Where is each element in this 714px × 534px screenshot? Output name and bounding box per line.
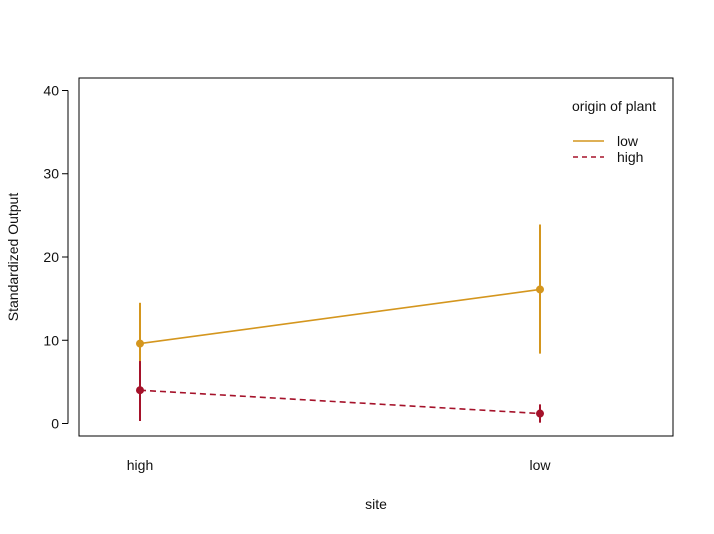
y-tick-label-0: 0 xyxy=(51,416,59,432)
y-axis: 0 10 20 30 40 xyxy=(43,82,69,432)
y-tick-label-1: 10 xyxy=(43,332,59,348)
y-tick-label-2: 20 xyxy=(43,249,59,265)
legend-label-low: low xyxy=(617,133,639,149)
series-high xyxy=(136,361,544,423)
y-axis-label: Standardized Output xyxy=(5,193,21,322)
series-low xyxy=(136,224,544,384)
x-tick-label-1: low xyxy=(529,457,551,473)
data-point-low-0 xyxy=(136,339,144,348)
y-tick-label-3: 30 xyxy=(43,166,59,182)
y-tick-label-4: 40 xyxy=(43,82,59,98)
series-line-high xyxy=(139,389,541,415)
data-point-high-1 xyxy=(536,409,544,418)
series-layer xyxy=(136,224,544,423)
series-line-low xyxy=(139,288,541,345)
data-point-high-0 xyxy=(136,386,144,395)
x-axis-label: site xyxy=(365,496,387,512)
x-tick-label-0: high xyxy=(127,457,153,473)
plot-frame xyxy=(78,77,674,437)
data-point-low-1 xyxy=(536,285,544,294)
legend-title: origin of plant xyxy=(572,98,656,114)
x-axis: high low xyxy=(127,457,552,473)
legend-label-high: high xyxy=(617,149,643,165)
